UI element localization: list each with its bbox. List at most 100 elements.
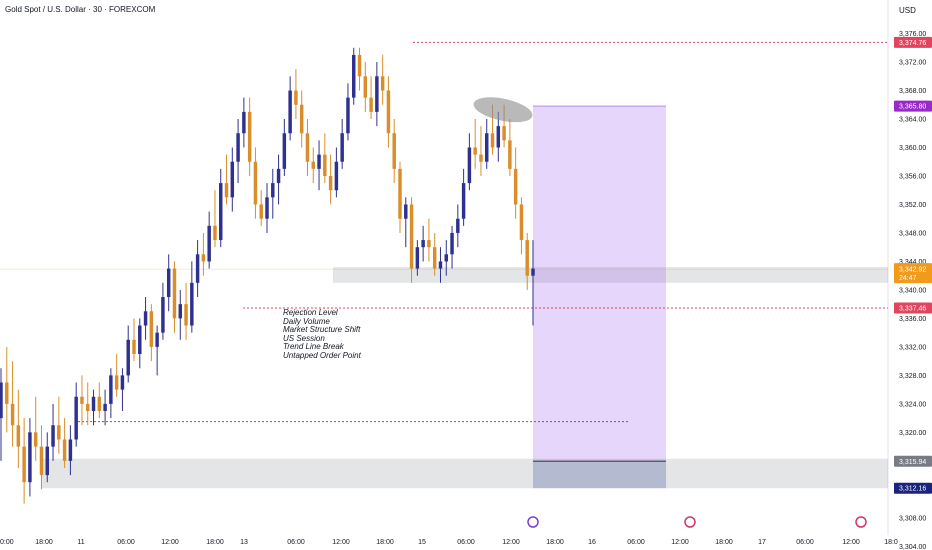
candle <box>5 346 9 433</box>
candle <box>132 318 136 362</box>
candle-body <box>513 168 518 205</box>
candle-body <box>219 183 223 241</box>
candle-body <box>5 382 9 404</box>
candle <box>120 368 125 411</box>
y-tick-label: 3,356.00 <box>899 173 926 180</box>
candle <box>415 240 420 276</box>
candle <box>357 47 362 91</box>
candle <box>479 126 483 176</box>
candle <box>438 247 443 283</box>
candle-body <box>62 439 67 461</box>
candle <box>247 97 252 176</box>
note-line: US Session <box>283 333 325 343</box>
candle <box>456 204 460 248</box>
candle <box>172 261 177 333</box>
x-tick-label: 18:00 <box>376 539 394 546</box>
candle <box>294 69 298 120</box>
candle <box>51 403 55 461</box>
candle <box>473 119 477 169</box>
x-tick-label: 12:00 <box>671 539 689 546</box>
price-label-tag <box>894 36 932 48</box>
candle-body <box>143 311 148 326</box>
candle-body <box>172 268 177 319</box>
candle <box>299 90 304 148</box>
candle-body <box>213 225 217 241</box>
x-tick-label: 12:00 <box>161 539 179 546</box>
candle <box>138 318 142 369</box>
candle-body <box>276 168 281 184</box>
candle-body <box>386 90 391 134</box>
candle-body <box>299 104 304 134</box>
candle-body <box>328 175 333 191</box>
candle-body <box>421 240 425 248</box>
candle <box>259 190 263 226</box>
demand-zone <box>41 458 888 489</box>
x-tick-label: 11 <box>77 539 84 546</box>
candle-body <box>265 197 269 219</box>
candle-body <box>68 439 73 461</box>
candle <box>57 396 61 454</box>
candle <box>242 97 246 148</box>
candle-body <box>352 54 356 98</box>
candle-body <box>456 218 460 233</box>
candle <box>103 389 107 426</box>
candle-body <box>427 240 431 248</box>
candle-body <box>444 254 448 262</box>
x-tick-label: 06:00 <box>117 539 135 546</box>
note-line: Market Structure Shift <box>283 325 361 335</box>
candle <box>328 154 333 205</box>
y-tick-label: 3,336.00 <box>899 316 926 323</box>
x-tick-label: 18:00 <box>206 539 224 546</box>
candle <box>224 154 229 205</box>
x-tick-label: 06:00 <box>457 539 475 546</box>
candle <box>178 289 182 340</box>
candle-body <box>207 225 211 262</box>
candle <box>485 119 489 169</box>
candle-body <box>288 90 292 134</box>
candle <box>86 382 90 426</box>
event-flag-icon <box>527 516 539 528</box>
y-tick-label: 3,344.00 <box>899 259 926 266</box>
candle-body <box>51 425 55 447</box>
candle-body <box>201 254 206 262</box>
x-tick-label: 06:00 <box>796 539 814 546</box>
x-tick-label: 15 <box>418 539 426 546</box>
candle-body <box>531 268 535 276</box>
candle-body <box>74 396 78 440</box>
candle-body <box>467 147 472 184</box>
symbol-title[interactable]: Gold Spot / U.S. Dollar · 30 · FOREXCOM <box>5 5 156 14</box>
candle <box>409 197 414 283</box>
x-tick-label: 18:00 <box>715 539 733 546</box>
y-tick-label: 3,376.00 <box>899 31 926 38</box>
candle <box>149 304 154 362</box>
candle-body <box>369 97 373 112</box>
candle-body <box>161 297 165 333</box>
candle-body <box>91 396 96 411</box>
price-label-tag <box>894 263 932 284</box>
candle-body <box>259 204 263 219</box>
candle <box>340 119 344 169</box>
candle-body <box>149 311 154 347</box>
candle <box>352 47 356 105</box>
candle-body <box>178 304 182 319</box>
x-tick-label: 06:00 <box>287 539 305 546</box>
candle <box>276 154 281 205</box>
note-line: Daily Volume <box>283 316 330 326</box>
candle-body <box>190 282 194 326</box>
candle <box>253 147 258 219</box>
candle <box>375 62 379 127</box>
candle <box>467 133 472 191</box>
candle-body <box>132 339 136 355</box>
candle <box>288 76 292 141</box>
candle-body <box>230 161 235 198</box>
candle <box>432 232 437 276</box>
candle <box>33 396 38 461</box>
currency-label[interactable]: USD <box>899 6 916 15</box>
y-tick-label: 3,328.00 <box>899 373 926 380</box>
candle <box>305 119 310 176</box>
candle-body <box>247 111 252 162</box>
candle <box>207 211 211 269</box>
candle <box>109 368 113 419</box>
y-tick-label: 3,372.00 <box>899 60 926 67</box>
